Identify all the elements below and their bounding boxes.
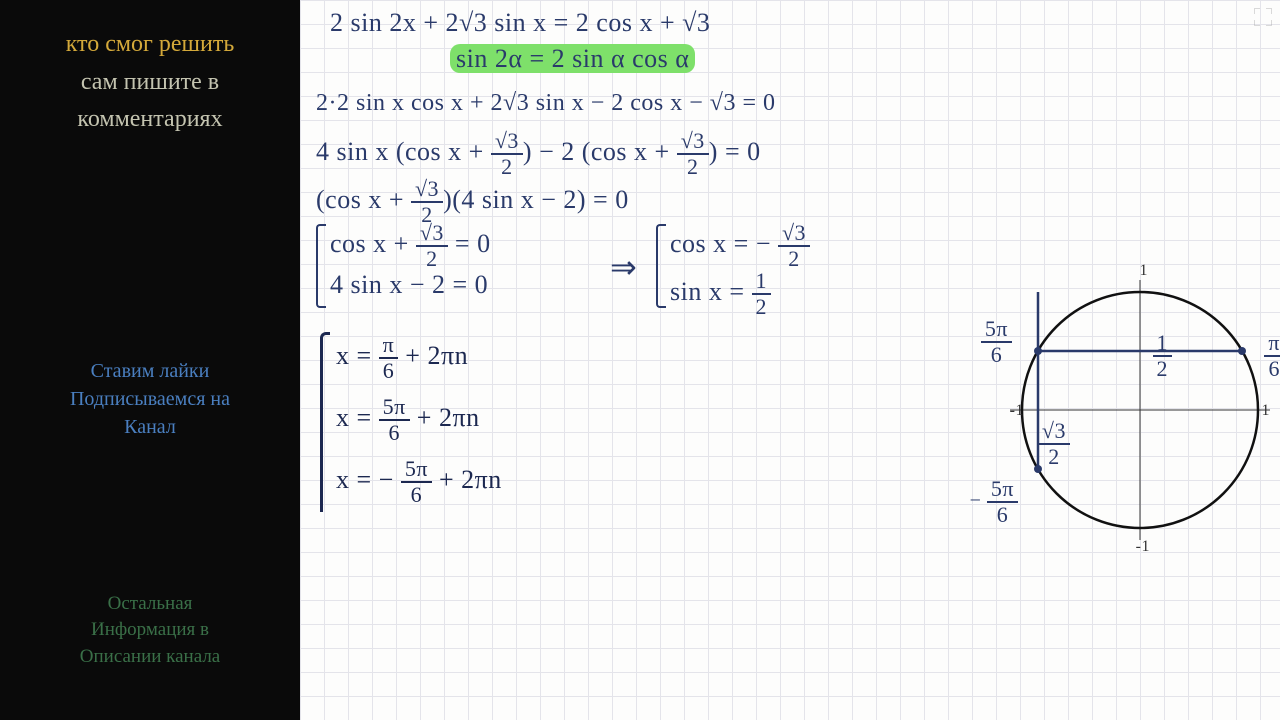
unit-circle bbox=[990, 260, 1280, 560]
circle-bottom: -1 bbox=[1136, 538, 1150, 556]
label-s32: √32 bbox=[1038, 420, 1070, 468]
sys-2b: sin x = 12 bbox=[670, 270, 771, 318]
bracket-right bbox=[656, 224, 666, 308]
bracket-left bbox=[316, 224, 326, 308]
highlight: sin 2α = 2 sin α cos α bbox=[450, 44, 695, 73]
eq-line4: 4 sin x (cos x + √32) − 2 (cos x + √32) … bbox=[316, 130, 761, 178]
sidebar: кто смог решить сам пишите в комментария… bbox=[0, 0, 300, 720]
eq-line3: 2·2 sin x cos x + 2√3 sin x − 2 cos x − … bbox=[316, 90, 775, 117]
like-line1: Ставим лайки bbox=[10, 357, 290, 385]
info-line1: Остальная bbox=[10, 591, 290, 618]
sol-3: x = − 5π6 + 2πn bbox=[336, 458, 502, 506]
circle-right: 1 bbox=[1262, 402, 1271, 420]
info-line2: Информация в bbox=[10, 617, 290, 644]
label-pi6: π6 bbox=[1264, 332, 1280, 380]
imply: ⇒ bbox=[610, 248, 637, 286]
eq-line5: (cos x + √32)(4 sin x − 2) = 0 bbox=[316, 178, 629, 226]
eq-line1: 2 sin 2x + 2√3 sin x = 2 cos x + √3 bbox=[330, 8, 710, 38]
info-block: Остальная Информация в Описании канала bbox=[10, 591, 290, 671]
like-line3: Канал bbox=[10, 413, 290, 441]
cta-line3: комментариях bbox=[10, 103, 290, 137]
solutions-bracket bbox=[320, 332, 330, 512]
sol-2: x = 5π6 + 2πn bbox=[336, 396, 480, 444]
subscribe-block: Ставим лайки Подписываемся на Канал bbox=[10, 357, 290, 441]
sys-1a: cos x + √32 = 0 bbox=[330, 222, 491, 270]
sys-2a: 4 sin x − 2 = 0 bbox=[330, 270, 488, 300]
sys-1c: cos x = − √32 bbox=[670, 222, 810, 270]
eq-identity: sin 2α = 2 sin α cos α bbox=[450, 44, 695, 74]
cta-line1: кто смог решить bbox=[10, 28, 290, 62]
circle-left: -1 bbox=[1010, 402, 1024, 420]
circle-top: 1 bbox=[1140, 262, 1149, 280]
label-half: 12 bbox=[1153, 332, 1173, 380]
label-5pi6: 5π6 bbox=[981, 318, 1012, 366]
like-line2: Подписываемся на bbox=[10, 385, 290, 413]
cta-line2: сам пишите в bbox=[10, 66, 290, 100]
fullscreen-icon[interactable] bbox=[1254, 8, 1272, 26]
paper: 2 sin 2x + 2√3 sin x = 2 cos x + √3 sin … bbox=[300, 0, 1280, 720]
info-line3: Описании канала bbox=[10, 644, 290, 671]
label-neg5pi6: − 5π6 bbox=[970, 478, 1018, 526]
sol-1: x = π6 + 2πn bbox=[336, 334, 468, 382]
